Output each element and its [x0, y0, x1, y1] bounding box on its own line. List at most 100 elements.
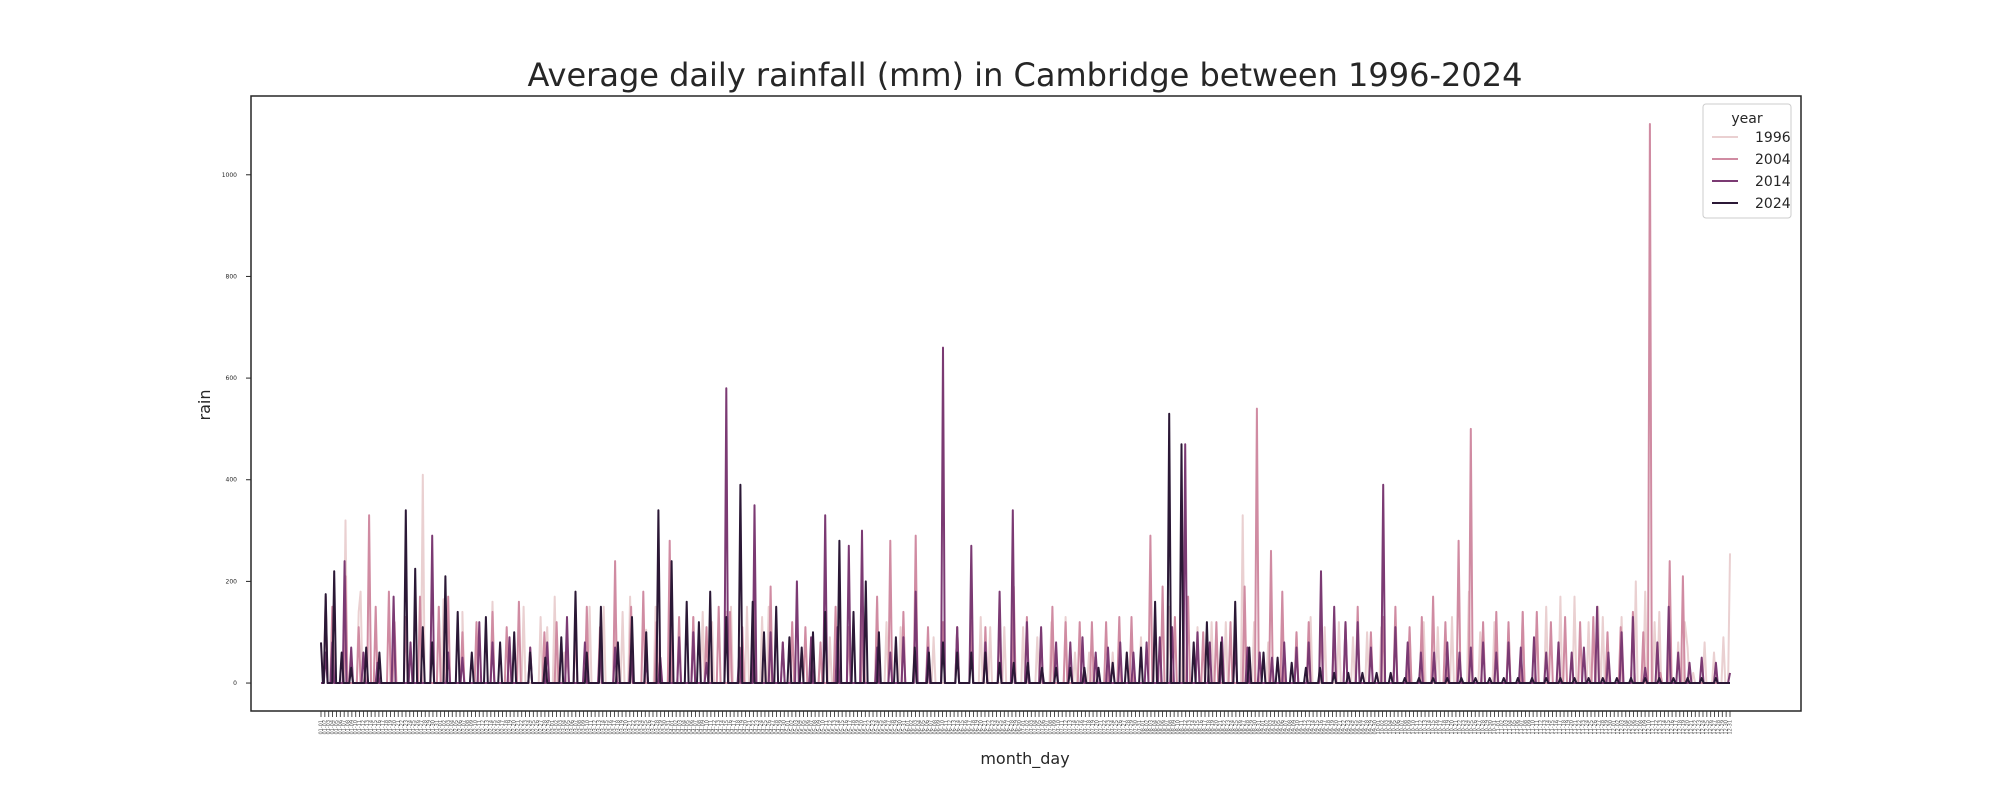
x-tick-label: 07-14 — [1071, 720, 1077, 735]
x-tick-label: 05-29 — [894, 720, 900, 735]
x-tick-label: 01-22 — [400, 720, 406, 735]
x-tick-label: 04-14 — [720, 720, 726, 735]
x-tick-label: 04-19 — [739, 720, 745, 735]
x-tick-label: 08-19 — [1210, 720, 1216, 735]
x-tick-label: 08-06 — [1160, 720, 1166, 735]
x-tick-label: 02-06 — [458, 720, 464, 735]
legend-label-2004: 2004 — [1755, 152, 1791, 168]
x-tick-label: 10-06 — [1396, 720, 1402, 735]
x-tick-label: 09-06 — [1280, 720, 1286, 735]
x-tick-label: 01-03 — [326, 720, 332, 735]
x-tick-label: 12-14 — [1662, 720, 1668, 735]
legend-title: year — [1731, 111, 1762, 127]
x-tick-label: 05-21 — [863, 720, 869, 735]
x-tick-label: 02-01 — [438, 720, 444, 735]
x-tick-label: 04-13 — [716, 720, 722, 735]
x-tick-label: 06-08 — [932, 720, 938, 735]
x-tick-label: 06-03 — [913, 720, 919, 735]
x-tick-label: 08-04 — [1152, 720, 1158, 735]
x-tick-label: 01-02 — [322, 720, 328, 735]
x-tick-label: 12-30 — [1724, 720, 1730, 735]
y-tick-label: 400 — [226, 477, 238, 484]
x-tick-label: 03-08 — [577, 720, 583, 735]
x-tick-label: 09-29 — [1369, 720, 1375, 735]
x-tick-label: 06-23 — [990, 720, 996, 735]
x-tick-label: 03-13 — [596, 720, 602, 735]
x-axis-ticks: 01-0101-0201-0301-0401-0501-0601-0701-08… — [319, 711, 1734, 735]
x-tick-label: 02-16 — [496, 720, 502, 735]
x-tick-label: 12-03 — [1619, 720, 1625, 735]
x-tick-label: 04-30 — [782, 720, 788, 735]
x-tick-label: 04-29 — [778, 720, 784, 735]
x-tick-label: 06-14 — [955, 720, 961, 735]
x-tick-label: 04-18 — [735, 720, 741, 735]
x-tick-label: 09-07 — [1284, 720, 1290, 735]
x-tick-label: 10-08 — [1403, 720, 1409, 735]
x-tick-label: 06-24 — [994, 720, 1000, 735]
x-tick-label: 12-17 — [1674, 720, 1680, 735]
x-tick-label: 10-21 — [1453, 720, 1459, 735]
x-tick-label: 08-03 — [1149, 720, 1155, 735]
x-tick-label: 01-10 — [353, 720, 359, 735]
x-tick-label: 03-27 — [651, 720, 657, 735]
x-tick-label: 07-01 — [1021, 720, 1027, 735]
x-tick-label: 08-21 — [1218, 720, 1224, 735]
x-tick-label: 04-26 — [766, 720, 772, 735]
x-tick-label: 07-07 — [1044, 720, 1050, 735]
x-tick-label: 09-23 — [1345, 720, 1351, 735]
x-tick-label: 06-06 — [925, 720, 931, 735]
x-tick-label: 10-27 — [1477, 720, 1483, 735]
x-tick-label: 08-09 — [1172, 720, 1178, 735]
x-tick-label: 11-12 — [1538, 720, 1544, 735]
x-tick-label: 10-24 — [1465, 720, 1471, 735]
x-tick-label: 07-09 — [1052, 720, 1058, 735]
x-tick-label: 03-11 — [589, 720, 595, 735]
x-tick-label: 09-18 — [1326, 720, 1332, 735]
x-tick-label: 08-16 — [1199, 720, 1205, 735]
x-tick-label: 09-24 — [1349, 720, 1355, 735]
x-tick-label: 04-01 — [670, 720, 676, 735]
x-tick-label: 09-05 — [1276, 720, 1282, 735]
x-tick-label: 06-22 — [986, 720, 992, 735]
x-tick-label: 10-13 — [1423, 720, 1429, 735]
x-tick-label: 07-12 — [1064, 720, 1070, 735]
x-tick-label: 12-15 — [1666, 720, 1672, 735]
x-tick-label: 08-27 — [1241, 720, 1247, 735]
x-tick-label: 11-04 — [1508, 720, 1514, 735]
x-tick-label: 04-10 — [705, 720, 711, 735]
x-tick-label: 09-28 — [1365, 720, 1371, 735]
legend-label-1996: 1996 — [1755, 130, 1791, 146]
x-tick-label: 02-20 — [512, 720, 518, 735]
x-tick-label: 01-27 — [419, 720, 425, 735]
x-tick-label: 11-08 — [1523, 720, 1529, 735]
x-tick-label: 10-28 — [1480, 720, 1486, 735]
x-tick-label: 08-05 — [1156, 720, 1162, 735]
x-tick-label: 09-19 — [1330, 720, 1336, 735]
x-tick-label: 11-20 — [1569, 720, 1575, 735]
x-tick-label: 04-12 — [712, 720, 718, 735]
x-tick-label: 11-11 — [1535, 720, 1541, 735]
x-tick-label: 04-20 — [743, 720, 749, 735]
x-tick-label: 10-03 — [1384, 720, 1390, 735]
x-tick-label: 07-02 — [1025, 720, 1031, 735]
x-tick-label: 08-12 — [1183, 720, 1189, 735]
x-tick-label: 10-02 — [1380, 720, 1386, 735]
x-tick-label: 07-18 — [1087, 720, 1093, 735]
x-tick-label: 02-26 — [535, 720, 541, 735]
x-tick-label: 06-10 — [940, 720, 946, 735]
y-tick-label: 0 — [233, 680, 237, 687]
y-tick-label: 1000 — [222, 172, 237, 179]
x-tick-label: 01-11 — [357, 720, 363, 735]
x-tick-label: 06-16 — [963, 720, 969, 735]
x-tick-label: 03-17 — [612, 720, 618, 735]
x-tick-label: 03-18 — [616, 720, 622, 735]
x-tick-label: 05-13 — [832, 720, 838, 735]
x-tick-label: 09-12 — [1303, 720, 1309, 735]
x-tick-label: 06-27 — [1006, 720, 1012, 735]
x-tick-label: 06-26 — [1002, 720, 1008, 735]
x-tick-label: 07-20 — [1094, 720, 1100, 735]
x-tick-label: 08-29 — [1249, 720, 1255, 735]
x-tick-label: 05-15 — [840, 720, 846, 735]
x-tick-label: 10-05 — [1392, 720, 1398, 735]
